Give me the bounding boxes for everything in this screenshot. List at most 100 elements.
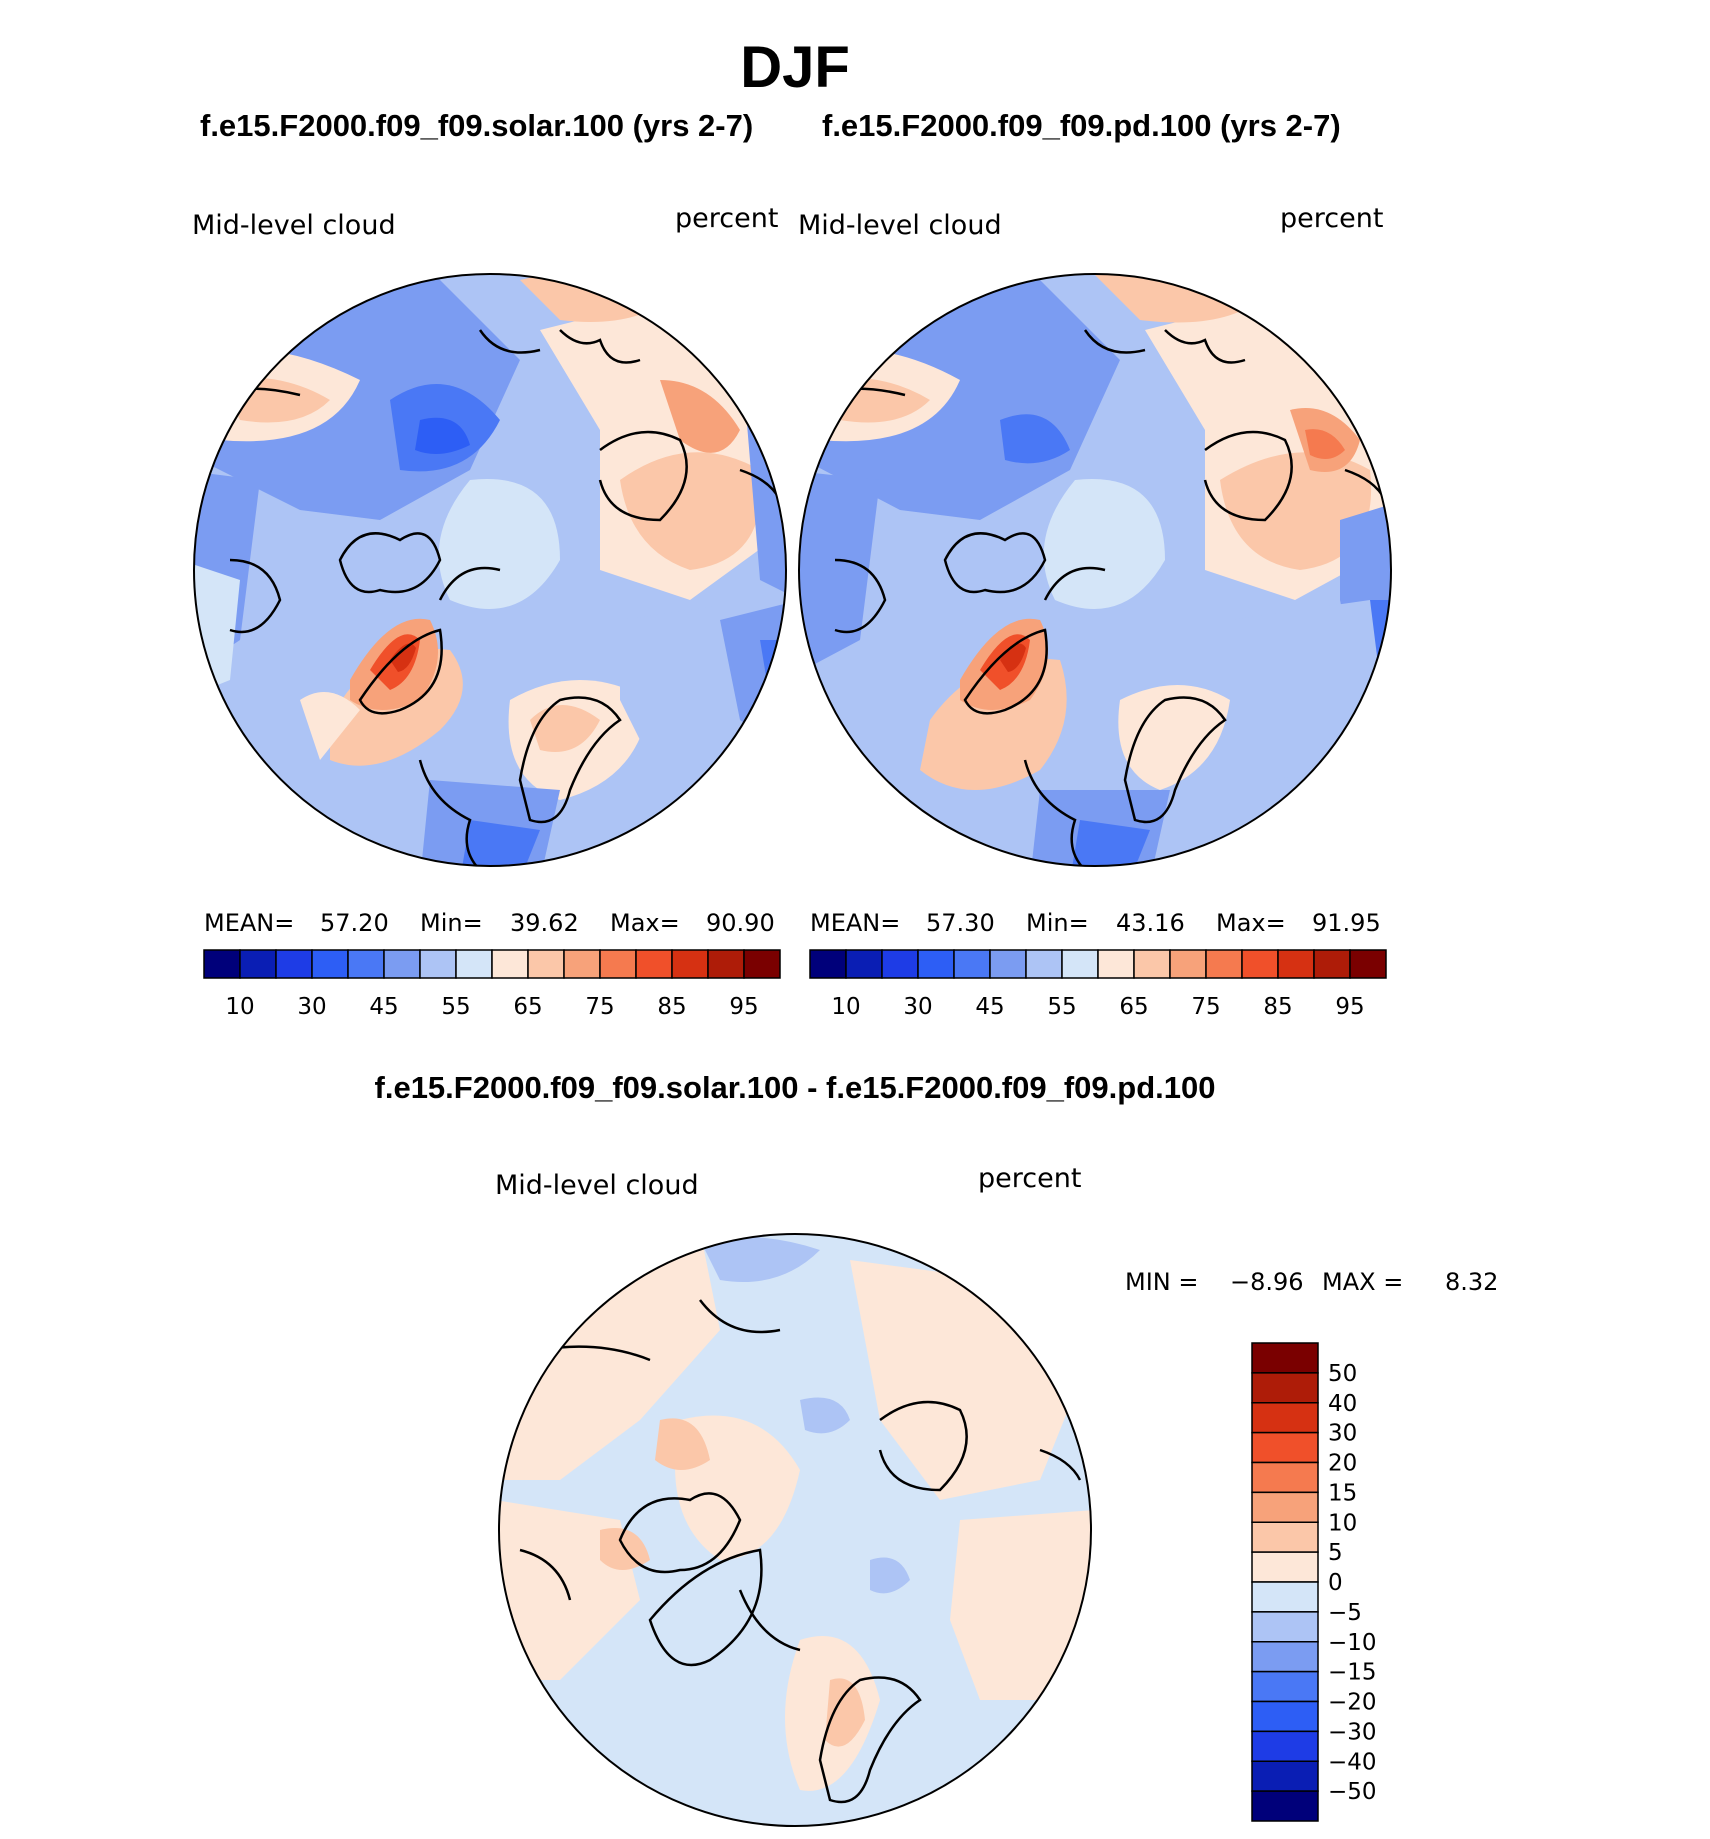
colorbar-1-swatch <box>599 949 637 979</box>
colorbar-3-swatch <box>1251 1491 1319 1523</box>
colorbar-3-tick-label: −20 <box>1328 1690 1377 1716</box>
colorbar-2-swatch <box>1205 949 1243 979</box>
colorbar-1-swatch <box>383 949 421 979</box>
colorbar-3-swatch <box>1251 1790 1319 1822</box>
colorbar-3-tick-label: 10 <box>1328 1510 1357 1536</box>
panel-2-variable-label: Mid-level cloud <box>798 210 1002 241</box>
colorbar-2-swatch <box>1349 949 1387 979</box>
colorbar-2-swatch <box>917 949 955 979</box>
diff-units-label: percent <box>978 1163 1082 1194</box>
colorbar-3-swatch <box>1251 1551 1319 1583</box>
diff-min-value: −8.96 <box>1230 1268 1304 1296</box>
colorbar-solar: 10 30 45 55 65 75 85 95 <box>203 949 781 1020</box>
colorbar-3-tick-label: 30 <box>1328 1421 1357 1447</box>
colorbar-1-swatch <box>347 949 385 979</box>
colorbar-3-tick-label: −30 <box>1328 1719 1377 1745</box>
diff-max-label: MAX = <box>1322 1268 1404 1296</box>
colorbar-3-swatch <box>1251 1730 1319 1762</box>
colorbar-3-tick-label: 20 <box>1328 1451 1357 1477</box>
map-diff <box>499 1234 1091 1826</box>
colorbar-2-swatch <box>953 949 991 979</box>
colorbar-1-swatch <box>455 949 493 979</box>
colorbar-1-swatch <box>275 949 313 979</box>
colorbar-1-swatch <box>671 949 709 979</box>
colorbar-1-tick-label: 45 <box>369 994 398 1020</box>
colorbar-1-tick-label: 85 <box>657 994 686 1020</box>
colorbar-1-tick-label: 95 <box>729 994 758 1020</box>
colorbar-1-swatch <box>491 949 529 979</box>
colorbar-3-tick-label: −50 <box>1328 1779 1377 1805</box>
colorbar-1-tick-label: 55 <box>441 994 470 1020</box>
panel-2-max-value: 91.95 <box>1312 909 1381 937</box>
panel-1-mean-label: MEAN= <box>204 909 295 937</box>
colorbar-2-swatch <box>1313 949 1351 979</box>
colorbar-2-swatch <box>989 949 1027 979</box>
diff-max-value: 8.32 <box>1445 1268 1499 1296</box>
colorbar-3-swatch <box>1251 1700 1319 1733</box>
colorbar-2-swatch <box>845 949 883 979</box>
map-solar-border <box>193 273 787 867</box>
colorbar-2-tick-label: 95 <box>1335 994 1364 1020</box>
colorbar-3-swatch <box>1251 1611 1319 1643</box>
panel-1-variable-label: Mid-level cloud <box>192 210 396 241</box>
colorbar-3-swatch <box>1251 1461 1319 1494</box>
colorbar-2-swatch <box>1061 949 1099 979</box>
map-diff-border <box>498 1233 1092 1827</box>
colorbar-2-tick-label: 75 <box>1191 994 1220 1020</box>
panel-2-units-label: percent <box>1280 203 1384 234</box>
colorbar-2-swatch <box>1241 949 1279 979</box>
colorbar-3-tick-label: −15 <box>1328 1660 1377 1686</box>
colorbar-1-swatch <box>311 949 349 979</box>
colorbar-3-swatch <box>1251 1402 1319 1434</box>
panel-2-mean-label: MEAN= <box>810 909 901 937</box>
colorbar-2-tick-label: 10 <box>831 994 860 1020</box>
colorbar-3-tick-label: 15 <box>1328 1480 1357 1506</box>
diff-variable-label: Mid-level cloud <box>495 1170 699 1201</box>
colorbar-1-swatch <box>743 949 781 979</box>
colorbar-1-swatch <box>635 949 673 979</box>
colorbar-2-swatch <box>809 949 847 979</box>
colorbar-1-swatch <box>203 949 241 979</box>
panel-1-min-label: Min= <box>420 909 483 937</box>
page-title: DJF <box>740 35 850 100</box>
colorbar-2-tick-label: 85 <box>1263 994 1292 1020</box>
diff-title: f.e15.F2000.f09_f09.solar.100 - f.e15.F2… <box>374 1070 1216 1105</box>
colorbar-2-tick-label: 55 <box>1047 994 1076 1020</box>
panel-1-min-value: 39.62 <box>510 909 579 937</box>
colorbar-3-swatch <box>1251 1760 1319 1792</box>
panel-1-max-label: Max= <box>610 909 680 937</box>
colorbar-3-tick-label: −10 <box>1328 1630 1377 1656</box>
colorbar-2-swatch <box>1277 949 1315 979</box>
colorbar-2-swatch <box>1169 949 1207 979</box>
colorbar-2-swatch <box>1025 949 1063 979</box>
panel-1-units-label: percent <box>675 203 779 234</box>
colorbar-2-tick-label: 45 <box>975 994 1004 1020</box>
colorbar-pd: 10 30 45 55 65 75 85 95 <box>809 949 1387 1020</box>
colorbar-3-tick-label: −5 <box>1328 1600 1362 1626</box>
colorbar-1-swatch <box>527 949 565 979</box>
colorbar-3-swatch <box>1251 1581 1319 1613</box>
colorbar-2-swatch <box>1133 949 1171 979</box>
colorbar-3-swatch <box>1251 1641 1319 1673</box>
colorbar-3-tick-label: 50 <box>1328 1361 1357 1387</box>
colorbar-1-tick-label: 75 <box>585 994 614 1020</box>
colorbar-3-tick-label: 0 <box>1328 1570 1343 1596</box>
colorbar-3-tick-label: −40 <box>1328 1749 1377 1775</box>
panel-1-case-title: f.e15.F2000.f09_f09.solar.100 (yrs 2-7) <box>200 108 754 143</box>
colorbar-1-swatch <box>707 949 745 979</box>
colorbar-3-tick-label: 40 <box>1328 1391 1357 1417</box>
map-pd-border <box>798 273 1392 867</box>
panel-2-min-value: 43.16 <box>1116 909 1185 937</box>
panel-2-min-label: Min= <box>1026 909 1089 937</box>
colorbar-2-tick-label: 30 <box>903 994 932 1020</box>
colorbar-1-swatch <box>419 949 457 979</box>
colorbar-1-tick-label: 10 <box>225 994 254 1020</box>
colorbar-2-swatch <box>881 949 919 979</box>
colorbar-1-swatch <box>239 949 277 979</box>
colorbar-3-swatch <box>1251 1431 1319 1464</box>
panel-2-mean-value: 57.30 <box>926 909 995 937</box>
colorbar-3-swatch <box>1251 1342 1319 1374</box>
map-pd <box>799 274 1391 866</box>
